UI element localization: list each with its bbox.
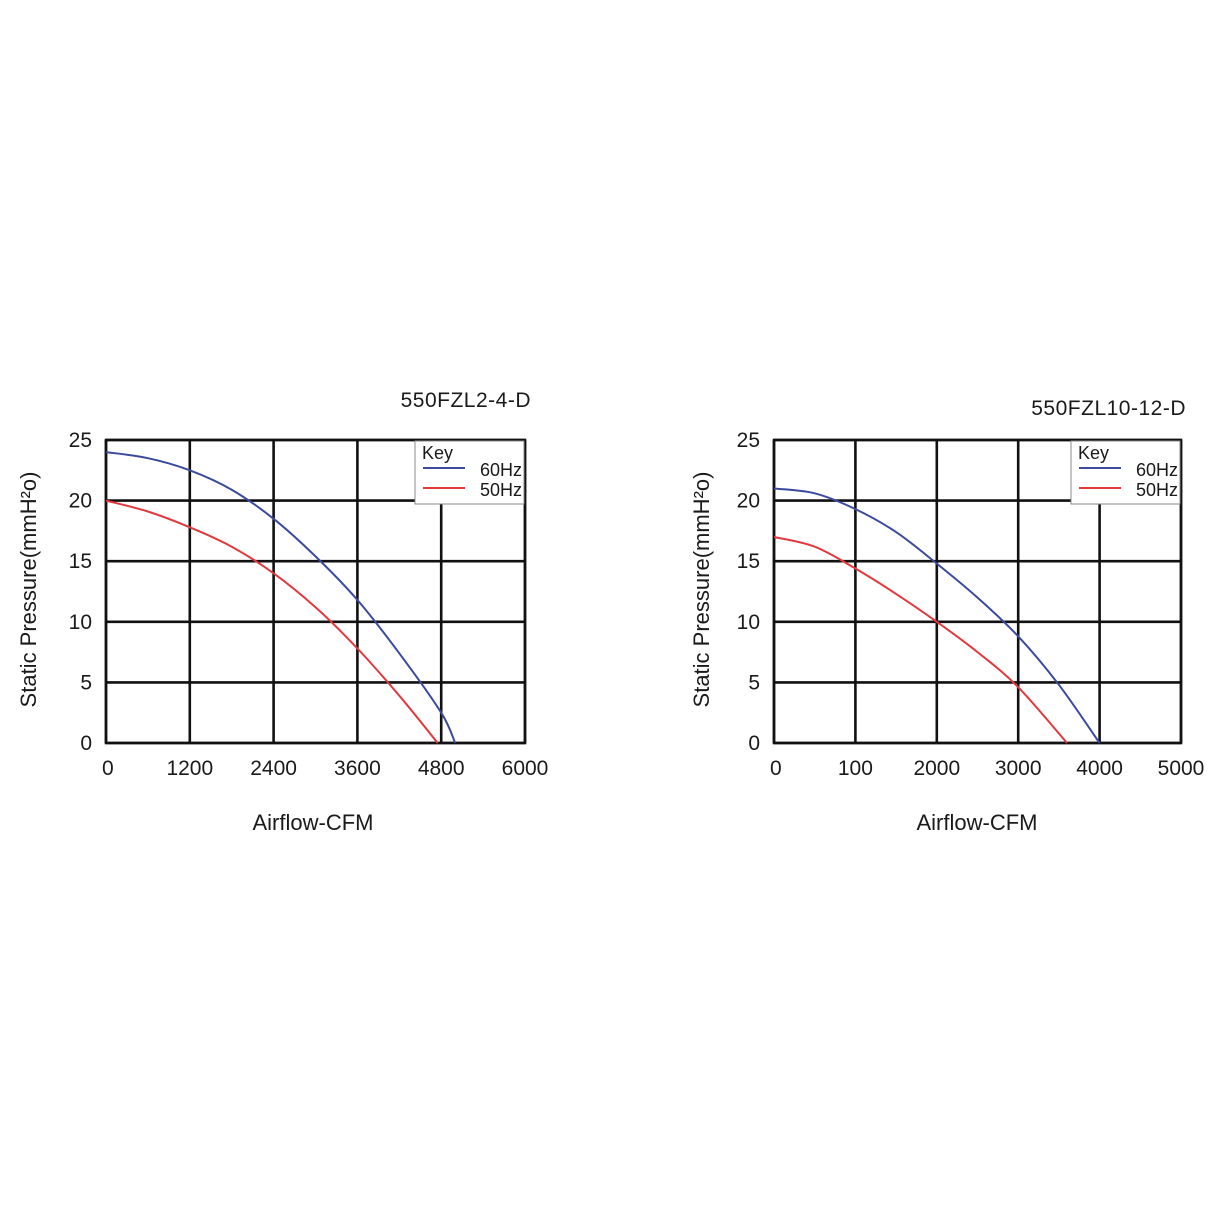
y-tick-label: 25	[69, 429, 92, 452]
y-tick-label: 10	[737, 611, 760, 634]
y-tick-label: 0	[80, 732, 92, 755]
y-axis-label: Static Pressure(mmH²o)	[689, 472, 714, 708]
y-tick-label: 5	[748, 671, 760, 694]
x-tick-label: 3000	[995, 757, 1042, 780]
series-line-50hz	[105, 499, 439, 744]
x-axis-label: Airflow-CFM	[917, 810, 1038, 835]
x-tick-label: 3600	[334, 757, 381, 780]
plot-frame	[772, 438, 1183, 745]
x-tick-label: 5000	[1158, 757, 1205, 780]
y-tick-label: 0	[748, 732, 760, 755]
x-tick-label: 0	[102, 757, 114, 780]
legend-title: Key	[1078, 443, 1109, 463]
x-axis-label: Airflow-CFM	[253, 810, 374, 835]
y-tick-label: 20	[69, 490, 92, 513]
y-tick-label: 10	[69, 611, 92, 634]
plot-frame	[104, 438, 527, 745]
chart-title: 550FZL10-12-D	[1031, 397, 1186, 420]
legend-box	[1070, 440, 1181, 505]
x-tick-label: 6000	[502, 757, 549, 780]
x-tick-label: 2400	[250, 757, 297, 780]
series-line-60hz	[105, 451, 457, 744]
chart-1: 550FZL2-4-D 0 1200 2400 3600 4800 6000 0 5 10 15 20…	[16, 389, 549, 835]
x-tick-label: 2000	[913, 757, 960, 780]
series-line-50hz	[773, 536, 1068, 744]
legend-label: 50Hz	[1136, 480, 1178, 500]
legend-label: 60Hz	[480, 460, 522, 480]
y-tick-label: 5	[80, 671, 92, 694]
y-axis-label: Static Pressure(mmH²o)	[16, 472, 41, 708]
y-tick-label: 25	[737, 429, 760, 452]
legend-label: 50Hz	[480, 480, 522, 500]
chart-title: 550FZL2-4-D	[401, 389, 531, 412]
series-line-60hz	[773, 487, 1101, 744]
chart-2: 550FZL10-12-D 0 100 2000 3000 4000 5000 0 5 10 15 2…	[689, 397, 1205, 835]
legend-box	[414, 440, 525, 505]
y-tick-label: 15	[737, 550, 760, 573]
y-tick-label: 20	[737, 490, 760, 513]
x-tick-label: 1200	[166, 757, 213, 780]
x-tick-label: 4000	[1076, 757, 1123, 780]
y-tick-label: 15	[69, 550, 92, 573]
legend-title: Key	[422, 443, 453, 463]
x-tick-label: 100	[838, 757, 873, 780]
x-tick-label: 0	[770, 757, 782, 780]
x-tick-label: 4800	[418, 757, 465, 780]
legend-label: 60Hz	[1136, 460, 1178, 480]
